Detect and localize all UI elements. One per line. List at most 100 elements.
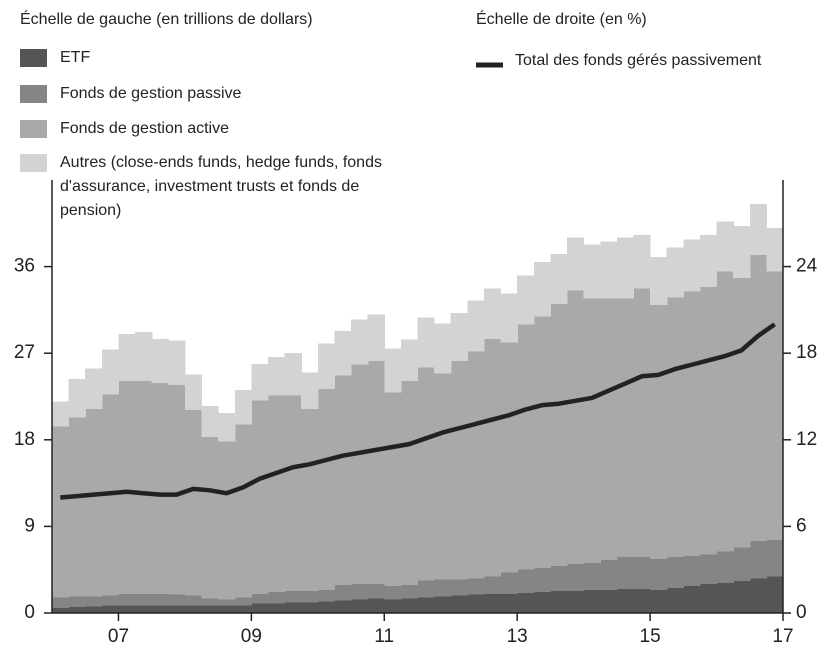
area-segment [600, 560, 618, 590]
x-tick-label: 07 [108, 626, 129, 647]
area-segment [301, 372, 319, 410]
area-segment [151, 383, 169, 594]
area-segment [567, 290, 585, 564]
area-segment [135, 605, 153, 613]
legend-label: ETF [60, 49, 90, 66]
legend-swatch [20, 49, 47, 67]
area-segment [384, 348, 402, 393]
y2-tick-label: 18 [796, 342, 817, 363]
area-segment [699, 554, 718, 585]
area-segment [184, 374, 203, 410]
area-segment [52, 401, 70, 427]
area-segment [766, 271, 784, 540]
area-segment [550, 590, 568, 613]
area-segment [417, 317, 435, 368]
area-segment [533, 567, 552, 592]
area-segment [633, 557, 651, 589]
area-segment [351, 599, 369, 613]
area-segment [434, 596, 452, 613]
area-segment [52, 426, 70, 598]
area-segment [135, 593, 153, 606]
area-segment [168, 605, 186, 613]
legend-label: Autres (close-ends funds, hedge funds, f… [60, 154, 382, 219]
area-segment [284, 353, 302, 396]
area-segment [683, 239, 701, 292]
area-segment [52, 597, 70, 609]
area-segment [234, 597, 252, 606]
area-segment [68, 607, 86, 613]
area-segment [351, 364, 369, 585]
area-segment [400, 381, 419, 586]
area-segment [600, 298, 618, 561]
area-segment [118, 605, 136, 613]
area-segment [135, 381, 153, 594]
area-segment [766, 539, 784, 577]
area-segment [733, 226, 751, 279]
area-segment [234, 424, 252, 598]
y-tick-label: 9 [24, 515, 35, 536]
area-segment [683, 586, 701, 613]
area-segment [733, 278, 751, 548]
area-segment [450, 312, 468, 361]
area-segment [118, 333, 136, 382]
area-segment [101, 595, 120, 606]
area-segment [151, 338, 169, 384]
area-segment [683, 556, 701, 587]
area-segment [749, 204, 767, 256]
area-segment [633, 288, 651, 558]
area-segment [267, 357, 286, 396]
area-segment [550, 254, 568, 305]
area-segment [650, 589, 668, 613]
area-segment [151, 605, 169, 613]
area-segment [267, 591, 286, 604]
area-segment [733, 547, 751, 582]
area-segment [334, 331, 352, 376]
area-segment [417, 367, 435, 581]
area-segment [201, 406, 219, 437]
area-segment [400, 598, 419, 613]
area-segment [583, 298, 601, 563]
y2-tick-label: 12 [796, 429, 817, 450]
area-segment [550, 304, 568, 566]
area-segment [666, 587, 684, 613]
area-segment [317, 589, 336, 602]
area-segment [367, 584, 385, 599]
y2-tick-label: 6 [796, 515, 807, 536]
area-segment [234, 605, 252, 613]
area-segment [467, 300, 485, 352]
area-segment [467, 594, 485, 613]
area-segment [517, 592, 535, 613]
area-segment [483, 288, 502, 339]
area-segment [351, 319, 369, 365]
y2-tick-label: 0 [796, 602, 807, 623]
area-segment [118, 593, 136, 606]
y-tick-label: 27 [14, 342, 35, 363]
area-segment [716, 551, 734, 584]
area-segment [483, 593, 502, 613]
area-segment [251, 363, 269, 401]
area-segment [317, 601, 336, 613]
area-segment [68, 379, 86, 418]
area-segment [218, 605, 236, 613]
area-segment [334, 600, 352, 613]
area-segment [683, 291, 701, 557]
area-segment [367, 314, 385, 361]
area-segment [533, 316, 552, 568]
area-segment [351, 584, 369, 600]
legend-swatch [20, 120, 47, 138]
area-segment [500, 593, 518, 613]
area-segment [650, 559, 668, 590]
x-tick-label: 11 [374, 626, 394, 647]
area-segment [334, 375, 352, 586]
area-segment [201, 598, 219, 606]
area-segment [633, 234, 651, 289]
area-segment [517, 569, 535, 593]
area-segment [168, 384, 186, 595]
y-axis-title: Échelle de gauche (en trillions de dolla… [20, 9, 313, 28]
area-segment [284, 395, 302, 591]
x-tick-label: 17 [772, 626, 793, 647]
area-segment [583, 562, 601, 590]
area-segment [749, 540, 767, 579]
area-segment [633, 588, 651, 613]
